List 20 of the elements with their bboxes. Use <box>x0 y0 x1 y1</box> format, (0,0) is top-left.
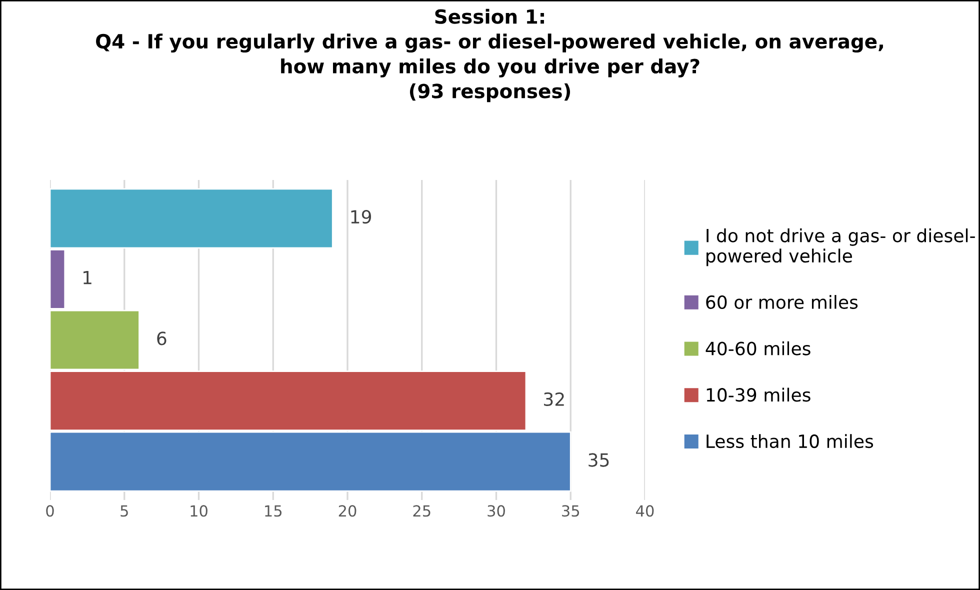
data-label: 19 <box>351 210 371 224</box>
legend-label: 60 or more miles <box>706 295 858 309</box>
x-tick-label: 10 <box>190 505 208 517</box>
x-tick-label: 15 <box>265 505 282 517</box>
legend-label: I do not drive a gas- or diesel- powered vehicle <box>706 228 975 266</box>
x-tick-label: 0 <box>46 505 54 517</box>
data-label: 32 <box>544 392 564 406</box>
data-label: 6 <box>157 332 166 346</box>
x-tick-label: 35 <box>562 505 580 517</box>
data-label: 35 <box>588 453 609 467</box>
legend-label: Less than 10 miles <box>706 434 874 448</box>
x-tick-label: 5 <box>120 505 128 517</box>
chart-title: Session 1: Q4 - If you regularly drive a gas- or diesel-powered vehicle, on average, how many miles do you drive per day? (93 responses) <box>96 8 883 102</box>
x-tick-label: 20 <box>338 505 356 517</box>
x-tick-label: 30 <box>488 505 505 517</box>
x-tick-label: 25 <box>413 505 430 517</box>
legend-label: 40-60 miles <box>706 341 810 356</box>
data-label: 1 <box>84 271 92 284</box>
legend-label: 10-39 miles <box>706 388 810 402</box>
x-tick-label: 40 <box>636 505 654 517</box>
